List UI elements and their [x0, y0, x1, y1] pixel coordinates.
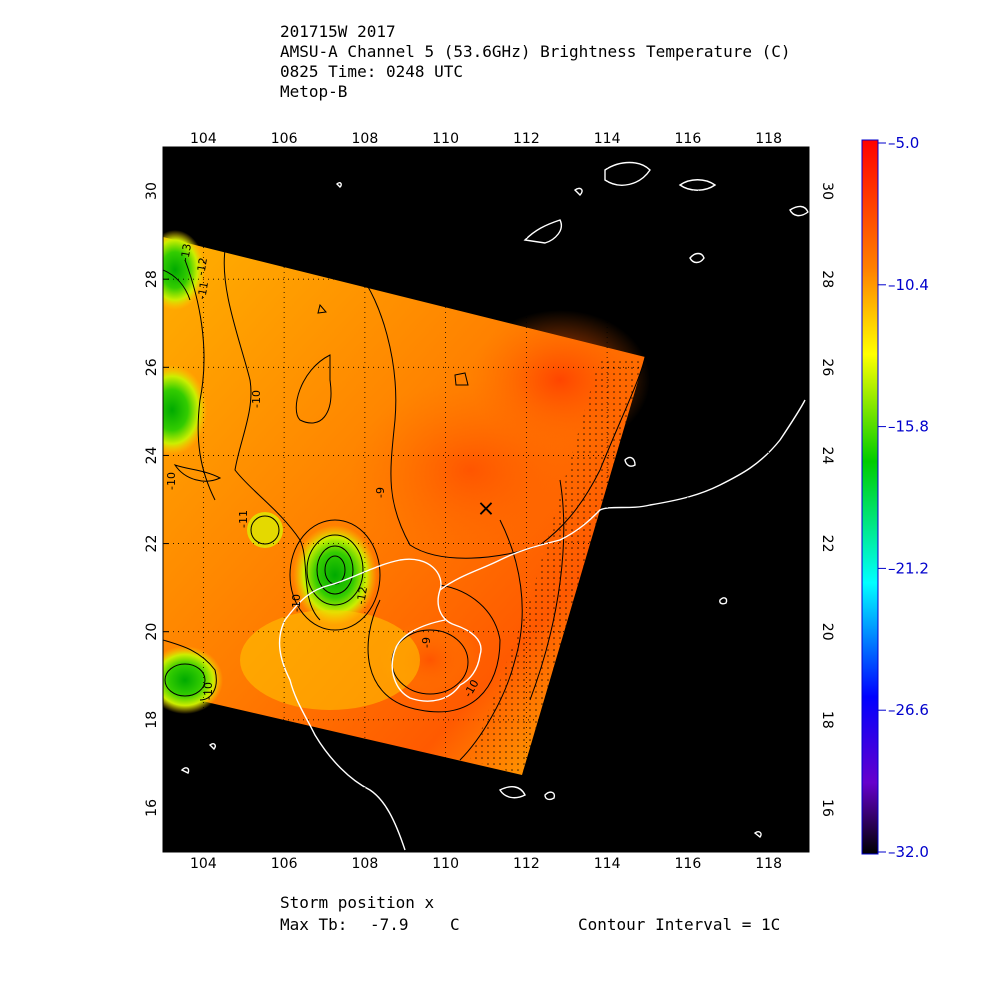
colorbar-tick-label: –10.4: [888, 276, 929, 294]
lat-label-right: 16: [819, 799, 835, 817]
contour-label: -10: [165, 472, 178, 490]
storm-id-title: 201715W 2017: [280, 22, 396, 41]
colorbar-tick-label: –26.6: [888, 701, 929, 719]
lat-label-right: 28: [819, 270, 835, 288]
colorbar-ticks: –5.0 –10.4 –15.8 –21.2 –26.6 –32.0: [878, 134, 929, 861]
lat-label-left: 26: [144, 358, 160, 376]
lat-label-right: 24: [819, 447, 835, 465]
lon-label-bottom: 108: [352, 856, 379, 872]
colorbar-tick-label: –5.0: [888, 134, 919, 152]
lat-label-left: 28: [144, 270, 160, 288]
lat-label-left: 30: [144, 182, 160, 200]
storm-position-label: Storm position x: [280, 893, 435, 912]
lon-label-bottom: 110: [432, 856, 459, 872]
lat-label-left: 20: [144, 623, 160, 641]
contour-label: -12: [194, 257, 210, 277]
contour-label: -10: [290, 594, 303, 612]
lon-label-top: 110: [432, 131, 459, 147]
lat-label-right: 22: [819, 535, 835, 553]
coastline-overlay: [180, 161, 809, 851]
contour-interval-label: Contour Interval = 1C: [578, 915, 781, 934]
colorbar-tick-label: –21.2: [888, 559, 929, 577]
contour-label: -10: [250, 390, 263, 408]
contour-label: -11: [237, 510, 250, 528]
colorbar-tick-label: –15.8: [888, 418, 929, 436]
lat-label-left: 24: [144, 446, 160, 464]
contour-label: -10: [202, 682, 215, 700]
colorbar: [861, 139, 879, 855]
channel-title: AMSU-A Channel 5 (53.6GHz) Brightness Te…: [280, 42, 791, 61]
lat-label-right: 20: [819, 623, 835, 641]
axis-tick-labels: 104 104 106 106 108 108 110 110 112 112 114 114 116 1…: [144, 131, 835, 872]
lat-label-left: 22: [144, 535, 160, 553]
lon-label-bottom: 106: [271, 856, 298, 872]
contour-label: -12: [354, 586, 370, 606]
max-tb-label: Max Tb:: [280, 915, 348, 934]
lon-label-top: 112: [513, 131, 540, 147]
contour-label: -11: [195, 281, 211, 301]
lon-label-bottom: 104: [190, 856, 217, 872]
lon-label-bottom: 116: [675, 856, 702, 872]
lat-label-right: 30: [819, 182, 835, 200]
lat-label-left: 16: [144, 799, 160, 817]
chart-title-block: 201715W 2017 AMSU-A Channel 5 (53.6GHz) …: [280, 22, 791, 102]
lon-label-bottom: 118: [755, 856, 782, 872]
storm-position-marker: ×: [477, 496, 495, 521]
lon-label-bottom: 112: [513, 856, 540, 872]
lon-label-top: 118: [755, 131, 782, 147]
lon-label-top: 108: [352, 131, 379, 147]
lat-label-right: 18: [819, 711, 835, 729]
lon-label-top: 106: [271, 131, 298, 147]
lon-label-top: 114: [594, 131, 621, 147]
satellite-title: Metop-B: [280, 82, 348, 101]
contour-label: -9: [420, 637, 433, 648]
lon-label-bottom: 114: [594, 856, 621, 872]
lat-label-right: 26: [819, 358, 835, 376]
lat-label-left: 18: [144, 711, 160, 729]
max-tb-value: -7.9: [370, 915, 409, 934]
time-title: 0825 Time: 0248 UTC: [280, 62, 464, 81]
lon-label-top: 116: [675, 131, 702, 147]
contour-label: -13: [178, 243, 194, 263]
lon-label-top: 104: [190, 131, 217, 147]
contour-labels: -13 -12 -11 -10 -9 -11 -10 -12 -10 -10 -…: [165, 243, 482, 700]
contour-label: -9: [374, 487, 387, 498]
colorbar-tick-label: –32.0: [888, 843, 929, 861]
max-tb-unit: C: [450, 915, 460, 934]
